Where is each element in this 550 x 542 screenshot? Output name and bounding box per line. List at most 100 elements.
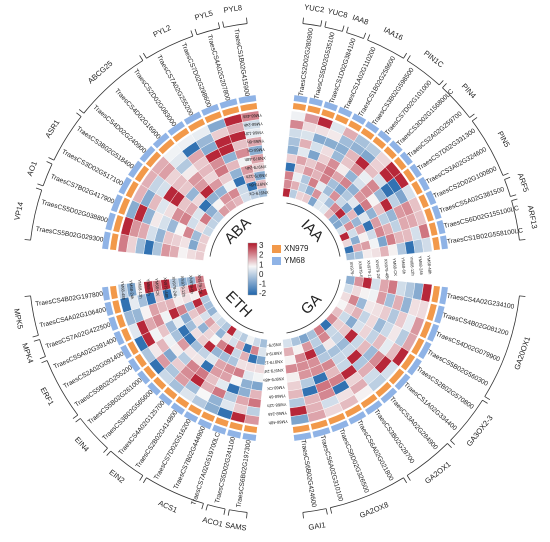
track-ym68	[351, 113, 367, 125]
track-xn979	[201, 411, 216, 422]
track-xn979	[307, 105, 321, 115]
family-label: PYL8	[223, 3, 243, 15]
track-ym68	[425, 190, 437, 206]
family-label: ACO1	[202, 515, 224, 529]
cultivar-label: XN979	[284, 244, 309, 253]
family-tick	[222, 21, 225, 28]
family-tick	[39, 356, 46, 360]
track-ym68	[219, 98, 238, 109]
segment-arc	[209, 279, 264, 334]
track-ym68	[427, 323, 440, 342]
family-bracket	[484, 295, 520, 397]
sample-label: XN979-CK	[261, 342, 282, 349]
track-xn979	[121, 327, 132, 342]
family-tick	[325, 508, 328, 515]
family-tick	[469, 113, 475, 118]
track-xn979	[134, 165, 150, 183]
track-xn979	[411, 181, 423, 195]
family-tick	[194, 28, 198, 35]
track-ym68	[418, 341, 432, 360]
heat-cell	[283, 346, 295, 357]
track-xn979	[418, 194, 429, 209]
gene-label: TraesCS3B02G598500	[371, 66, 416, 126]
track-ym68	[365, 121, 380, 134]
sample-label: XN979-48h	[163, 277, 170, 299]
scale-tick-label: 2	[259, 251, 264, 260]
track-ym68	[439, 286, 448, 305]
track-ym68	[312, 427, 331, 438]
gene-label: TraesCS4B02G197800	[35, 291, 104, 308]
family-tick	[504, 176, 511, 180]
sample-label: YM68-6h	[145, 278, 151, 296]
family-tick	[78, 109, 85, 114]
track-ym68	[105, 212, 116, 231]
heat-cell	[290, 413, 310, 426]
track-ym68	[167, 121, 185, 136]
track-xn979	[292, 424, 310, 433]
track-ym68	[409, 163, 422, 178]
family-label: MPK4	[20, 342, 35, 364]
track-xn979	[419, 321, 432, 339]
family-tick	[403, 52, 408, 59]
family-tick	[406, 55, 411, 61]
track-ym68	[128, 358, 141, 373]
family-label: PIN1C	[422, 49, 446, 70]
track-ym68	[110, 194, 123, 213]
sample-label: XN979-6h	[188, 275, 195, 295]
gene-label: TraesCS1B02G558100LC	[447, 227, 524, 245]
family-tick	[227, 509, 230, 516]
family-tick	[519, 239, 526, 241]
family-label: YUC2	[304, 2, 325, 14]
family-tick	[35, 187, 42, 191]
track-ym68	[323, 101, 338, 112]
family-tick	[346, 26, 349, 33]
track-ym68	[170, 402, 185, 415]
segment-arc	[286, 202, 341, 257]
track-ym68	[102, 286, 110, 301]
sample-label: XN979-12h	[261, 359, 283, 366]
family-bracket	[223, 23, 248, 28]
track-ym68	[152, 132, 170, 149]
track-ym68	[102, 231, 111, 250]
segment-arc	[286, 279, 341, 334]
track-xn979	[172, 127, 190, 143]
sample-label: XN979-CK	[349, 261, 356, 282]
track-xn979	[334, 114, 349, 125]
gene-label: TraesCS1B02G415900	[232, 28, 250, 97]
track-xn979	[431, 285, 440, 303]
track-ym68	[330, 420, 349, 433]
family-tick	[142, 477, 147, 484]
segment-name: GA	[298, 291, 325, 318]
track-xn979	[222, 106, 240, 117]
scale-tick-label: 3	[259, 241, 264, 250]
family-tick	[519, 295, 526, 297]
sample-label: YM68-6h	[268, 393, 286, 399]
family-label: ARF13	[526, 205, 539, 230]
track-ym68	[147, 382, 161, 396]
family-label: MPK5	[12, 308, 25, 330]
family-label: PYL2	[152, 23, 173, 39]
track-xn979	[310, 419, 328, 430]
track-ym68	[118, 176, 132, 195]
sample-label: YM68-24h	[267, 410, 287, 417]
track-xn979	[112, 300, 122, 314]
family-label: PIN5	[496, 130, 512, 149]
gene-label: TraesCS4A02G125700	[117, 399, 166, 456]
gene-label: TraesCS6B02G424600	[299, 439, 317, 508]
sample-label: XN979-CK	[197, 274, 204, 295]
cultivar-label: YM68	[284, 256, 305, 265]
track-ym68	[183, 411, 199, 423]
track-xn979	[175, 396, 190, 409]
family-tick	[302, 512, 304, 519]
family-tick	[139, 475, 144, 481]
heat-cell	[362, 248, 373, 259]
track-ym68	[418, 176, 430, 192]
sample-label: YM68-12h	[137, 279, 144, 299]
gene-label: TraesCS7D02G331300	[416, 127, 477, 172]
segment-iaa: TraesCS2D02G280900TraesCS5D02G535100Trae…	[282, 2, 539, 282]
family-tick	[106, 450, 112, 456]
family-tick	[442, 83, 447, 89]
family-label: SAMS	[225, 521, 248, 533]
